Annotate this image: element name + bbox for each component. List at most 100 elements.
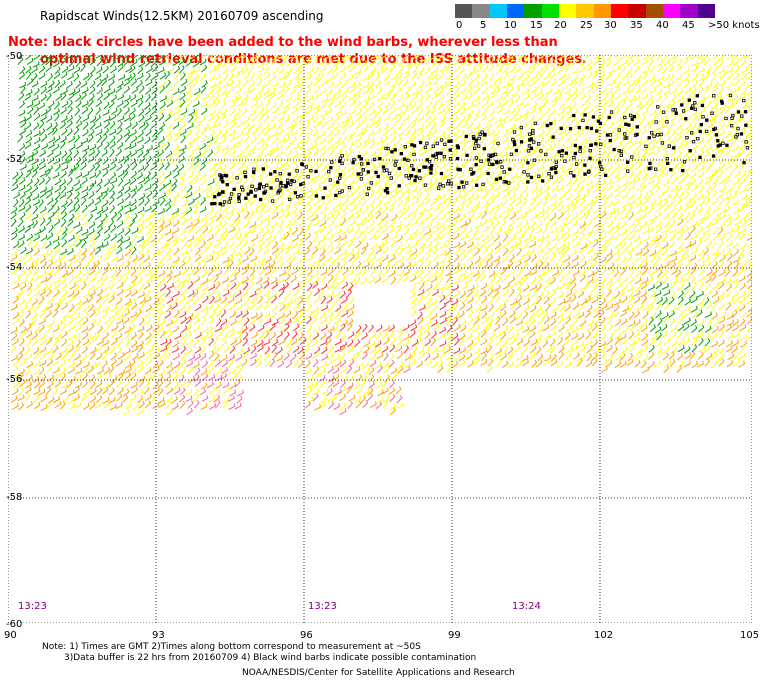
wind-barb: [270, 155, 277, 164]
wind-barb: [369, 359, 377, 368]
wind-barb: [230, 338, 238, 346]
wind-barb: [53, 108, 60, 116]
wind-barb: [123, 309, 130, 318]
wind-barb: [732, 207, 740, 215]
wind-barb: [76, 141, 83, 150]
wind-barb: [173, 361, 181, 369]
wind-barb: [724, 177, 731, 186]
wind-barb: [726, 155, 734, 164]
wind-barb: [465, 304, 473, 312]
wind-barb: [430, 128, 438, 136]
wind-barb: [711, 198, 719, 205]
wind-barb: [586, 183, 594, 192]
wind-barb: [17, 134, 24, 143]
wind-barb: [738, 252, 745, 261]
wind-barb: [620, 337, 628, 346]
wind-barb: [586, 246, 594, 255]
wind-barb: [661, 115, 668, 124]
wind-barb: [326, 190, 333, 199]
wind-barb: [33, 137, 41, 145]
wind-barb: [291, 206, 298, 215]
wind-barb: [40, 305, 48, 313]
wind-barb: [346, 191, 354, 199]
wind-barb: [537, 122, 545, 130]
wind-barb: [473, 247, 481, 256]
wind-barb: [515, 269, 522, 278]
wind-barb: [80, 212, 87, 221]
wind-barb: [81, 177, 88, 185]
wind-barb: [144, 114, 152, 123]
wind-barb: [453, 310, 460, 320]
wind-barb: [340, 58, 347, 67]
wind-barb: [88, 149, 96, 157]
wind-barb: [445, 193, 453, 201]
wind-barb: [278, 211, 285, 220]
wind-barb: [31, 332, 38, 340]
wind-barb: [738, 275, 746, 283]
wind-barb: [19, 278, 28, 285]
wind-barb: [642, 107, 649, 116]
wind-barb: [194, 283, 202, 291]
wind-barb: [740, 242, 747, 250]
wind-barb: [717, 353, 725, 361]
wind-barb: [47, 212, 55, 220]
wind-barb: [103, 283, 111, 291]
wind-barb: [487, 282, 494, 291]
wind-barb: [726, 297, 734, 305]
wind-barb: [661, 283, 669, 290]
wind-barb: [524, 234, 531, 242]
wind-barb: [495, 58, 502, 67]
wind-barb: [473, 357, 480, 366]
wind-barb: [151, 58, 158, 67]
wind-barb: [306, 102, 314, 110]
wind-barb: [577, 311, 585, 319]
wind-barb: [320, 79, 328, 87]
wind-barb: [348, 64, 355, 73]
wind-barb: [299, 315, 306, 324]
wind-barb: [137, 165, 145, 173]
wind-barb: [649, 324, 657, 333]
wind-barb: [24, 197, 32, 206]
wind-barb: [123, 57, 130, 67]
wind-barb: [669, 261, 677, 270]
wind-barb: [579, 254, 586, 263]
wind-barb: [404, 234, 412, 243]
wind-barb: [500, 303, 507, 312]
wind-barb: [213, 262, 221, 271]
wind-barb: [740, 66, 748, 74]
wind-barb: [201, 326, 209, 333]
wind-barb: [675, 197, 682, 206]
wind-barb: [180, 184, 187, 194]
wind-barb: [634, 263, 642, 270]
wind-barb: [333, 296, 341, 304]
wind-barb: [81, 204, 88, 213]
wind-barb: [494, 227, 502, 235]
wind-barb: [551, 176, 559, 185]
wind-barb: [368, 248, 375, 257]
wind-barb: [318, 242, 326, 250]
wind-barb: [430, 312, 438, 320]
wind-barb: [220, 220, 227, 229]
wind-barb: [68, 403, 76, 411]
wind-barb: [599, 324, 606, 333]
wind-barb: [271, 205, 278, 214]
wind-barb: [255, 55, 262, 61]
wind-barb: [726, 359, 734, 368]
wind-barb: [206, 226, 214, 235]
wind-barb: [725, 324, 733, 332]
wind-barb: [500, 352, 507, 361]
wind-barb: [510, 299, 518, 306]
wind-barb: [396, 72, 403, 80]
wind-barb: [410, 219, 418, 227]
wind-barb: [348, 354, 355, 362]
wind-barb: [277, 108, 285, 116]
wind-barb: [368, 380, 375, 389]
wind-barb: [634, 148, 641, 158]
wind-barb: [61, 231, 68, 240]
wind-barb: [52, 396, 60, 403]
wind-barb: [710, 119, 716, 128]
wind-barb: [573, 184, 580, 192]
wind-barb: [466, 71, 473, 80]
scale-label: 25: [580, 20, 593, 31]
wind-barb: [157, 380, 164, 389]
